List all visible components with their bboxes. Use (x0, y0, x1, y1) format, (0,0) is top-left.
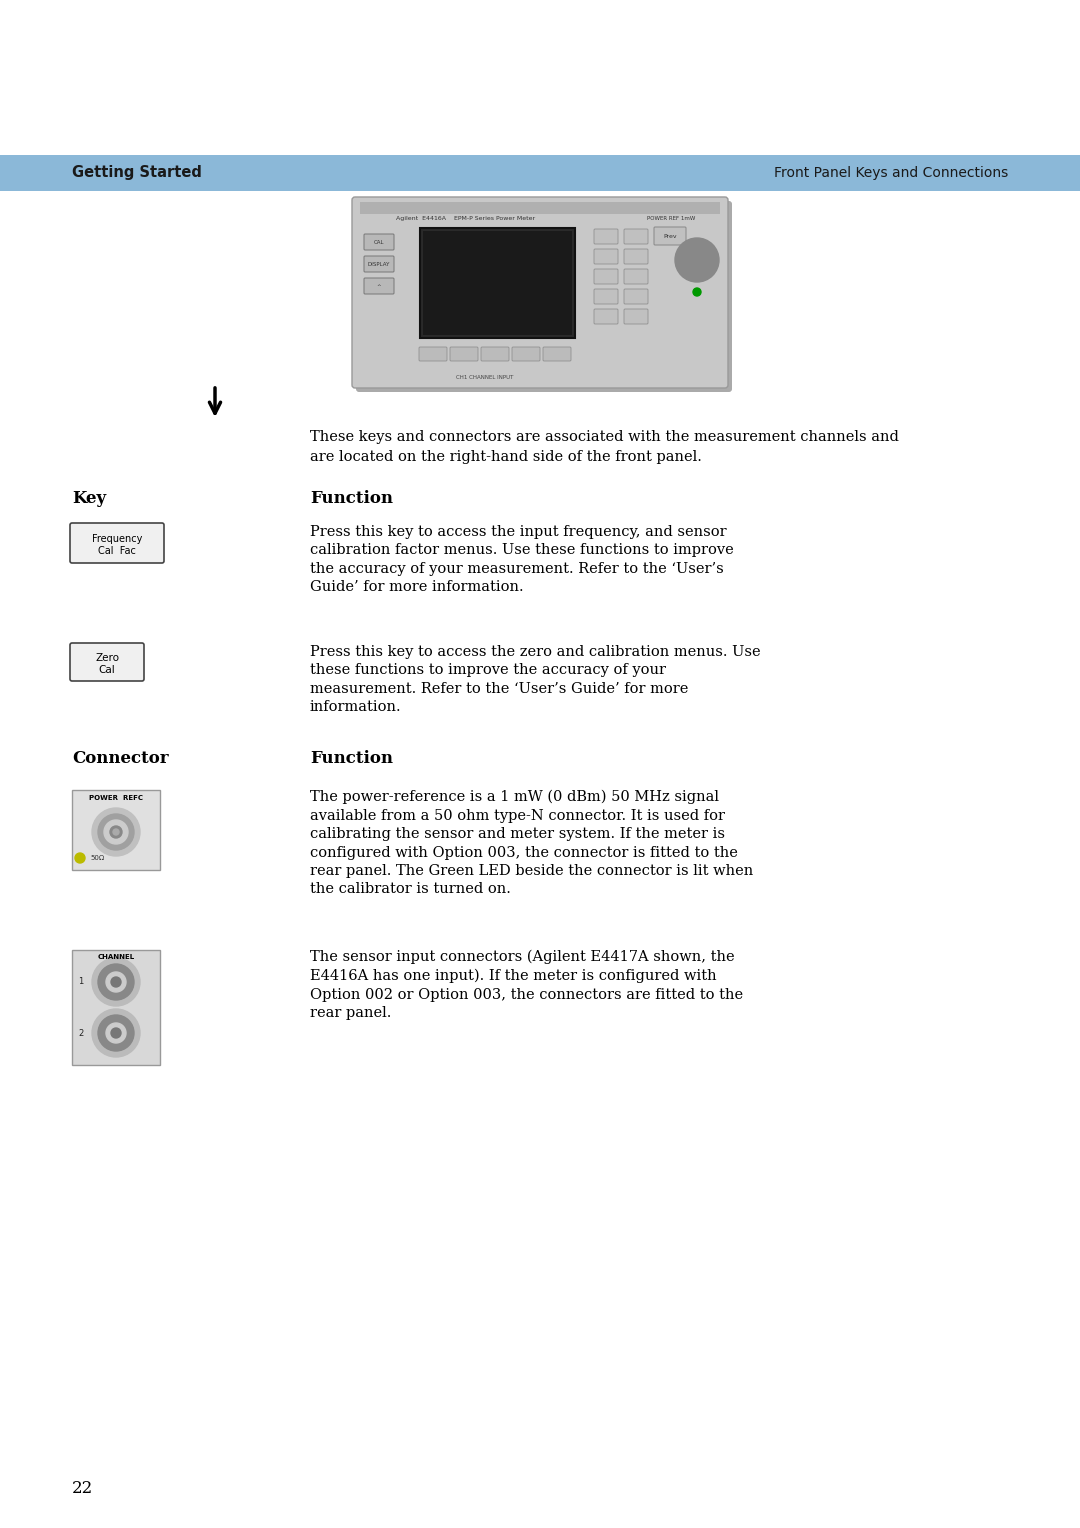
Circle shape (113, 830, 119, 834)
FancyBboxPatch shape (0, 154, 1080, 191)
Text: are located on the right-hand side of the front panel.: are located on the right-hand side of th… (310, 451, 702, 465)
FancyBboxPatch shape (594, 269, 618, 284)
FancyBboxPatch shape (420, 228, 575, 338)
FancyBboxPatch shape (624, 289, 648, 304)
FancyBboxPatch shape (594, 229, 618, 244)
Circle shape (98, 814, 134, 850)
Circle shape (98, 964, 134, 999)
Text: Press this key to access the input frequency, and sensor
calibration factor menu: Press this key to access the input frequ… (310, 526, 733, 594)
Circle shape (110, 827, 122, 837)
Circle shape (693, 287, 701, 296)
Circle shape (92, 958, 140, 1005)
Text: Agilent  E4416A    EPM-P Series Power Meter: Agilent E4416A EPM-P Series Power Meter (396, 215, 536, 222)
Circle shape (692, 255, 702, 264)
Text: Key: Key (72, 490, 106, 507)
FancyBboxPatch shape (419, 347, 447, 361)
Text: DISPLAY: DISPLAY (368, 261, 390, 266)
Text: Cal: Cal (98, 665, 116, 675)
Circle shape (106, 1024, 126, 1044)
FancyBboxPatch shape (481, 347, 509, 361)
Circle shape (75, 853, 85, 863)
FancyBboxPatch shape (594, 289, 618, 304)
FancyBboxPatch shape (543, 347, 571, 361)
Circle shape (92, 808, 140, 856)
Text: Prev: Prev (663, 234, 677, 238)
Text: 2: 2 (78, 1028, 83, 1038)
FancyBboxPatch shape (72, 950, 160, 1065)
FancyBboxPatch shape (70, 523, 164, 562)
Text: POWER REF 1mW: POWER REF 1mW (647, 215, 696, 222)
Circle shape (111, 1028, 121, 1038)
Text: These keys and connectors are associated with the measurement channels and: These keys and connectors are associated… (310, 429, 899, 445)
Text: Function: Function (310, 490, 393, 507)
FancyBboxPatch shape (624, 269, 648, 284)
Circle shape (111, 976, 121, 987)
Text: ^: ^ (377, 284, 381, 289)
FancyBboxPatch shape (72, 790, 160, 869)
Text: Getting Started: Getting Started (72, 165, 202, 180)
Text: Function: Function (310, 750, 393, 767)
FancyBboxPatch shape (364, 234, 394, 251)
Text: CHANNEL: CHANNEL (97, 953, 135, 960)
Text: POWER  REFC: POWER REFC (89, 795, 143, 801)
FancyBboxPatch shape (70, 643, 144, 681)
Text: Cal  Fac: Cal Fac (98, 545, 136, 556)
Circle shape (104, 821, 129, 843)
FancyBboxPatch shape (356, 202, 732, 393)
FancyBboxPatch shape (360, 202, 720, 214)
Circle shape (675, 238, 719, 283)
Text: The sensor input connectors (Agilent E4417A shown, the
E4416A has one input). If: The sensor input connectors (Agilent E44… (310, 950, 743, 1021)
Text: Press this key to access the zero and calibration menus. Use
these functions to : Press this key to access the zero and ca… (310, 645, 760, 714)
Text: The power-reference is a 1 mW (0 dBm) 50 MHz signal
available from a 50 ohm type: The power-reference is a 1 mW (0 dBm) 50… (310, 790, 753, 897)
FancyBboxPatch shape (512, 347, 540, 361)
FancyBboxPatch shape (364, 257, 394, 272)
Text: Front Panel Keys and Connections: Front Panel Keys and Connections (773, 167, 1008, 180)
FancyBboxPatch shape (624, 309, 648, 324)
FancyBboxPatch shape (364, 278, 394, 293)
Circle shape (106, 972, 126, 992)
Text: CAL: CAL (374, 240, 384, 244)
Text: Zero: Zero (95, 652, 119, 663)
Circle shape (98, 1015, 134, 1051)
Circle shape (687, 251, 707, 270)
FancyBboxPatch shape (594, 309, 618, 324)
FancyBboxPatch shape (654, 228, 686, 244)
FancyBboxPatch shape (624, 249, 648, 264)
FancyBboxPatch shape (423, 231, 572, 335)
FancyBboxPatch shape (594, 249, 618, 264)
Circle shape (92, 1008, 140, 1057)
FancyBboxPatch shape (624, 229, 648, 244)
FancyBboxPatch shape (352, 197, 728, 388)
Text: 50Ω: 50Ω (90, 856, 105, 860)
Text: 1: 1 (78, 978, 83, 987)
Text: CH1 CHANNEL INPUT: CH1 CHANNEL INPUT (456, 374, 513, 380)
Text: Frequency: Frequency (92, 533, 143, 544)
Text: 22: 22 (72, 1481, 93, 1497)
Text: Connector: Connector (72, 750, 168, 767)
FancyBboxPatch shape (450, 347, 478, 361)
Circle shape (681, 244, 713, 277)
